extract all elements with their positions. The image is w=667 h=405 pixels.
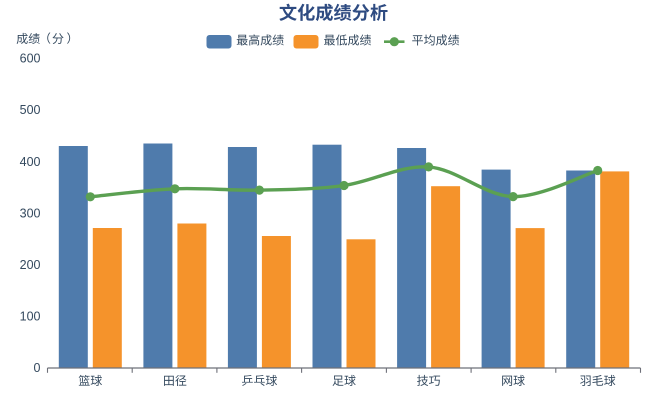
svg-text:400: 400 <box>20 155 41 169</box>
svg-text:0: 0 <box>34 361 41 375</box>
svg-text:300: 300 <box>20 206 41 220</box>
svg-text:100: 100 <box>20 310 41 324</box>
svg-text:600: 600 <box>20 52 41 66</box>
svg-text:200: 200 <box>20 258 41 272</box>
svg-text:500: 500 <box>20 103 41 117</box>
